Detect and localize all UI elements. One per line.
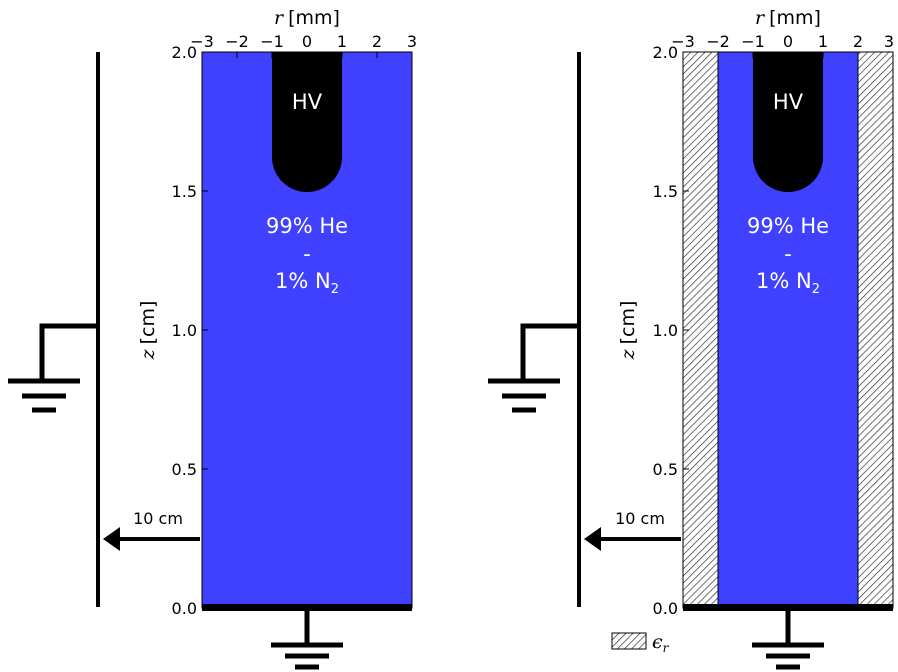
left-wall-ground-icon [8, 378, 80, 413]
right-x-ticks [682, 52, 894, 58]
right-gas-line1: 99% He [747, 214, 829, 238]
left-y-tick-label: 0.5 [172, 460, 197, 479]
right-panel: HV 99% He - 1% N2 −3 −2 −1 0 1 2 3 r [mm] [488, 7, 894, 670]
left-gas-line3: 1% N2 [275, 269, 339, 297]
left-gas-line1: 99% He [266, 214, 348, 238]
left-gas-line2: - [303, 242, 311, 266]
right-bottom-ground-icon [752, 642, 824, 670]
right-y-axis-title: z[cm] [617, 301, 639, 361]
right-y-tick-label: 0.0 [653, 599, 678, 618]
left-distance-label: 10 cm [133, 509, 183, 528]
left-x-axis-title: r [mm] [274, 7, 340, 29]
right-y-tick-label: 0.5 [653, 460, 678, 479]
left-wall-ground-wire [39, 323, 98, 381]
right-x-tick-label: −2 [706, 32, 730, 51]
right-y-tick-label: 2.0 [653, 43, 678, 62]
left-hv-label: HV [292, 90, 323, 114]
left-hv-electrode [272, 52, 342, 192]
left-y-tick-label: 1.5 [172, 182, 197, 201]
right-x-tick-label: 3 [884, 32, 894, 51]
right-dielectric-right [857, 51, 894, 609]
right-gas-line3-sub: 2 [812, 282, 820, 297]
left-x-tick-label: −3 [190, 32, 214, 51]
right-distance-label: 10 cm [615, 509, 665, 528]
left-x-ticks [201, 52, 413, 58]
left-arrowhead-icon [103, 527, 120, 551]
left-y-axis-title: z[cm] [137, 301, 159, 361]
right-x-axis-title: r [mm] [755, 7, 821, 29]
right-x-tick-label: 0 [783, 32, 793, 51]
right-ground-plate [683, 604, 893, 611]
right-hv-electrode [753, 52, 823, 192]
left-y-tick-label: 0.0 [172, 599, 197, 618]
right-gas-line2: - [784, 242, 792, 266]
right-gas-line3: 1% N2 [756, 269, 820, 297]
left-y-tick-label: 2.0 [172, 43, 197, 62]
left-y-tick-label: 1.0 [172, 321, 197, 340]
right-arrowhead-icon [584, 527, 601, 551]
left-ground-plate [202, 604, 412, 611]
left-x-tick-label: 2 [372, 32, 382, 51]
right-y-tick-label: 1.5 [653, 182, 678, 201]
right-x-tick-label: 2 [853, 32, 863, 51]
left-x-tick-label: −2 [225, 32, 249, 51]
right-x-tick-label: −3 [671, 32, 695, 51]
left-gas-line3-sub: 2 [331, 282, 339, 297]
right-y-tick-label: 1.0 [653, 321, 678, 340]
left-y-ticks [202, 51, 208, 609]
dielectric-legend-label: ϵr [652, 631, 670, 655]
left-panel: HV 99% He - 1% N2 −3 −2 −1 0 1 2 3 r [mm] [8, 7, 417, 670]
left-x-tick-label: −1 [260, 32, 284, 51]
left-bottom-ground-icon [271, 642, 343, 670]
right-wall-ground-icon [488, 378, 560, 413]
right-wall-ground-wire [520, 323, 579, 381]
right-gas-line3-main: 1% N [756, 269, 812, 293]
right-y-ticks [683, 51, 689, 609]
left-x-tick-label: 3 [407, 32, 417, 51]
dielectric-legend-swatch [611, 632, 647, 650]
right-x-tick-label: 1 [818, 32, 828, 51]
left-gas-line3-main: 1% N [275, 269, 331, 293]
right-hv-label: HV [773, 90, 804, 114]
right-x-tick-label: −1 [741, 32, 765, 51]
left-x-tick-label: 0 [302, 32, 312, 51]
left-x-tick-label: 1 [337, 32, 347, 51]
